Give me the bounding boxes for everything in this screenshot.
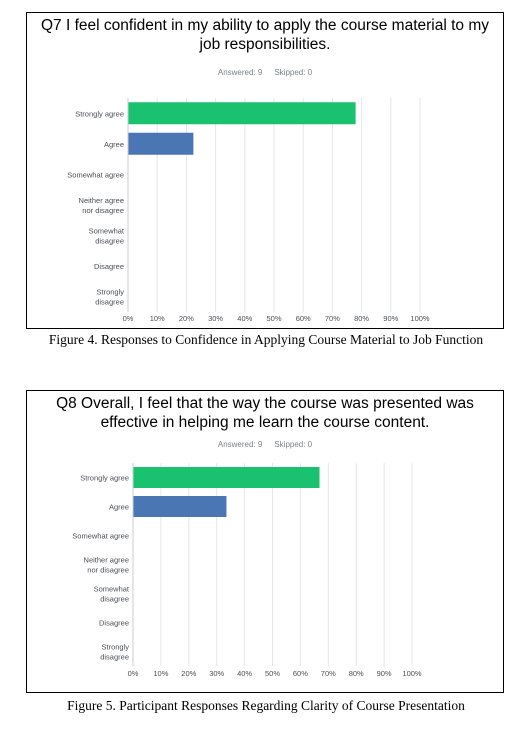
category-label: nor disagree — [82, 206, 124, 215]
x-tick-label: 0% — [123, 314, 134, 323]
figure-caption-5: Figure 5. Participant Responses Regardin… — [67, 698, 465, 713]
category-label: Disagree — [99, 619, 129, 628]
category-label: disagree — [100, 653, 129, 662]
x-tick-label: 10% — [150, 314, 165, 323]
x-tick-label: 60% — [293, 669, 308, 678]
category-label: Somewhat agree — [67, 170, 124, 179]
chart-panel-q8: Q8 Overall, I feel that the way the cour… — [26, 390, 504, 693]
x-tick-label: 20% — [181, 669, 196, 678]
category-label: Strongly agree — [75, 109, 124, 118]
x-tick-label: 40% — [237, 314, 252, 323]
x-tick-label: 90% — [377, 669, 392, 678]
category-label: Strongly — [101, 643, 129, 652]
response-meta: Answered: 9 Skipped: 0 — [27, 440, 503, 449]
bar — [133, 467, 320, 488]
x-tick-label: 100% — [402, 669, 422, 678]
category-label: Neither agree — [84, 556, 129, 565]
x-tick-label: 40% — [237, 669, 252, 678]
skipped-count: Skipped: 0 — [274, 440, 313, 449]
category-label: Agree — [104, 140, 124, 149]
x-tick-label: 60% — [296, 314, 311, 323]
category-label: Somewhat — [94, 585, 130, 594]
x-tick-label: 30% — [208, 314, 223, 323]
category-label: Somewhat agree — [72, 532, 129, 541]
bar — [128, 132, 194, 155]
response-meta: Answered: 9 Skipped: 0 — [27, 68, 503, 77]
skipped-count: Skipped: 0 — [274, 68, 313, 77]
x-tick-label: 90% — [383, 314, 398, 323]
category-label: Neither agree — [79, 196, 124, 205]
category-label: Somewhat — [89, 226, 125, 235]
x-tick-label: 50% — [266, 314, 281, 323]
answered-count: Answered: 9 — [217, 68, 263, 77]
answered-count: Answered: 9 — [217, 440, 263, 449]
x-tick-label: 50% — [265, 669, 280, 678]
x-tick-label: 10% — [153, 669, 168, 678]
x-tick-label: 80% — [354, 314, 369, 323]
question-title: Q7 I feel confident in my ability to app… — [41, 17, 489, 53]
x-tick-label: 20% — [179, 314, 194, 323]
bar — [128, 102, 356, 125]
category-label: disagree — [95, 236, 124, 245]
x-tick-label: 80% — [349, 669, 364, 678]
category-label: Strongly — [96, 287, 124, 296]
bar-chart-q7: 0% 10% 20% 30% 40% 50% 60% 70% 80% 90% 100% Strongl… — [67, 98, 430, 323]
category-label: disagree — [95, 297, 124, 306]
category-label: Strongly agree — [80, 474, 129, 483]
category-label: nor disagree — [87, 566, 129, 575]
category-label: Disagree — [94, 262, 124, 271]
chart-panel-q7: Q7 I feel confident in my ability to app… — [26, 12, 504, 329]
bar — [133, 496, 227, 517]
x-tick-label: 70% — [325, 314, 340, 323]
x-tick-label: 0% — [128, 669, 139, 678]
category-label: disagree — [100, 595, 129, 604]
x-tick-label: 100% — [410, 314, 430, 323]
x-tick-label: 30% — [209, 669, 224, 678]
x-tick-label: 70% — [321, 669, 336, 678]
category-label: Agree — [109, 503, 129, 512]
question-title: Q8 Overall, I feel that the way the cour… — [56, 395, 474, 431]
bar-chart-q8: 0% 10% 20% 30% 40% 50% 60% 70% 80% 90% 100% Strongl… — [72, 463, 422, 678]
figure-caption-4: Figure 4. Responses to Confidence in App… — [48, 332, 484, 347]
